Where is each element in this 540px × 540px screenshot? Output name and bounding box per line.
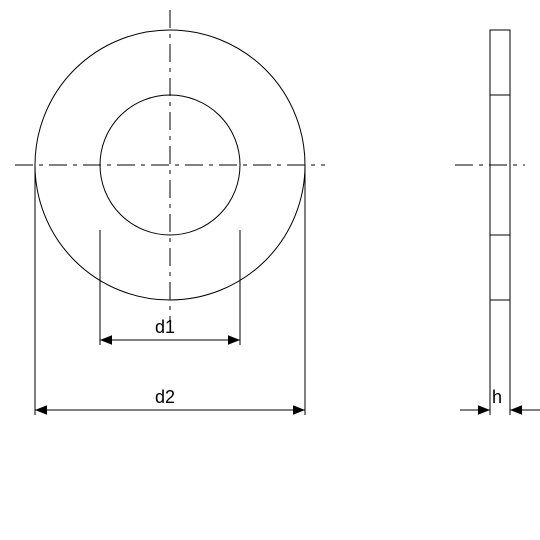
d2-label: d2 bbox=[155, 387, 175, 407]
arrowhead bbox=[228, 335, 240, 345]
arrowhead bbox=[35, 405, 47, 415]
washer-technical-drawing: d1 d2 h bbox=[0, 0, 540, 540]
h-label: h bbox=[492, 387, 502, 407]
arrowhead bbox=[293, 405, 305, 415]
d1-label: d1 bbox=[155, 317, 175, 337]
arrowhead bbox=[100, 335, 112, 345]
arrowhead bbox=[478, 405, 490, 415]
arrowhead bbox=[510, 405, 522, 415]
